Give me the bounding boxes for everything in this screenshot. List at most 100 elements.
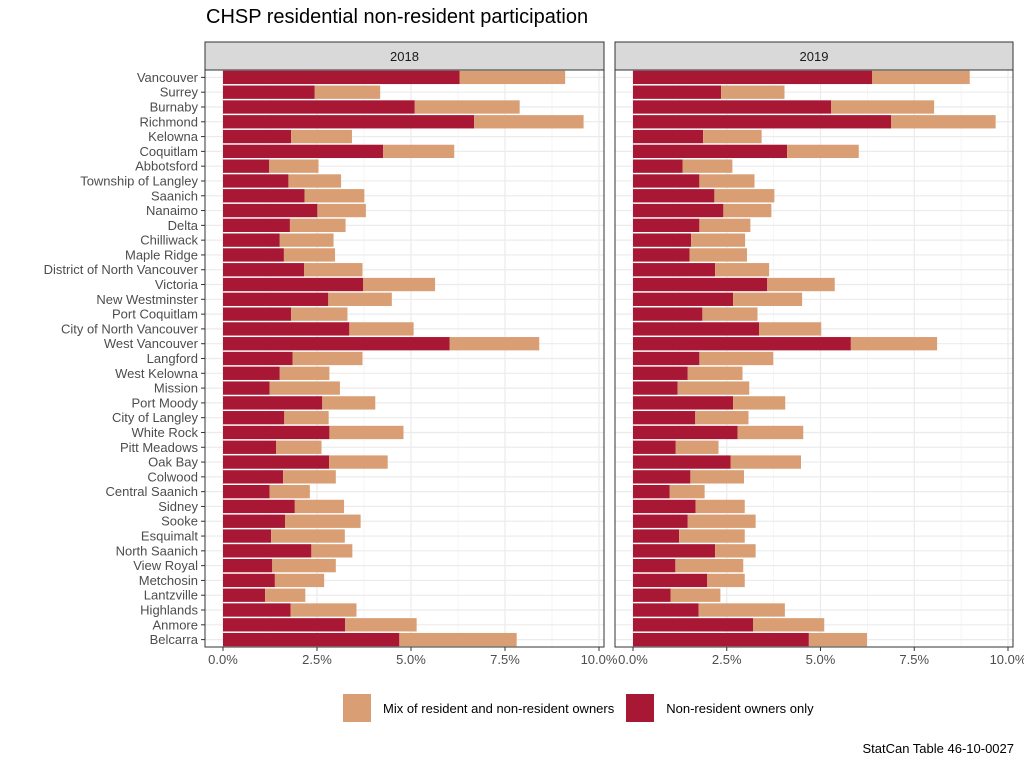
bar-mix-2019 (682, 159, 733, 173)
y-tick-label: White Rock (132, 425, 199, 440)
bar-mix-2018 (294, 499, 345, 514)
bar-mix-2019 (787, 144, 859, 159)
bar-nonresident-2018 (223, 618, 346, 632)
bar-nonresident-2019 (633, 603, 699, 617)
bar-mix-2018 (474, 115, 584, 129)
bar-nonresident-2019 (633, 544, 716, 558)
bar-nonresident-2018 (223, 351, 293, 366)
bar-mix-2018 (289, 218, 346, 233)
bar-nonresident-2019 (633, 129, 704, 144)
y-tick-label: Surrey (160, 85, 199, 100)
bar-mix-2018 (328, 292, 392, 306)
bar-nonresident-2018 (223, 588, 266, 602)
bar-mix-2018 (399, 632, 517, 647)
bar-mix-2018 (291, 129, 352, 144)
bar-mix-2018 (322, 396, 376, 410)
bar-nonresident-2019 (633, 218, 700, 233)
bar-mix-2018 (363, 277, 436, 292)
bar-nonresident-2019 (633, 573, 708, 588)
bar-nonresident-2018 (223, 455, 330, 469)
bar-mix-2018 (329, 455, 388, 469)
bar-nonresident-2018 (223, 573, 275, 588)
bar-nonresident-2019 (633, 307, 703, 321)
legend-label-nonres: Non-resident owners only (666, 700, 814, 716)
bar-nonresident-2019 (633, 174, 700, 188)
y-tick-label: Metchosin (139, 573, 198, 588)
bar-nonresident-2018 (223, 263, 305, 277)
bar-mix-2019 (733, 292, 803, 306)
bar-nonresident-2019 (633, 115, 891, 129)
bar-nonresident-2019 (633, 484, 670, 499)
bar-mix-2018 (329, 425, 404, 440)
y-tick-label: Oak Bay (148, 455, 198, 470)
y-tick-label: View Royal (133, 558, 198, 573)
y-tick-label: Abbotsford (135, 159, 198, 174)
bar-nonresident-2018 (223, 440, 277, 454)
bar-nonresident-2019 (633, 292, 734, 306)
y-tick-label: Saanich (151, 188, 198, 203)
bar-mix-2019 (690, 470, 744, 484)
bar-mix-2019 (702, 307, 758, 321)
y-tick-label: Sooke (161, 514, 198, 529)
bar-mix-2019 (872, 70, 970, 85)
bar-nonresident-2018 (223, 529, 272, 543)
y-tick-label: Anmore (152, 617, 198, 632)
y-tick-label: City of North Vancouver (61, 321, 199, 336)
bar-mix-2018 (349, 322, 414, 336)
bar-mix-2018 (279, 366, 330, 380)
bar-mix-2019 (687, 514, 756, 528)
bar-mix-2018 (265, 588, 306, 602)
bar-nonresident-2018 (223, 159, 270, 173)
y-tick-label: West Vancouver (104, 336, 199, 351)
x-tick-label: 7.5% (490, 652, 520, 667)
bar-nonresident-2018 (223, 425, 330, 440)
bar-mix-2019 (675, 440, 719, 454)
x-tick-label: 5.0% (396, 652, 426, 667)
bar-mix-2018 (269, 381, 340, 395)
bar-mix-2019 (831, 100, 935, 114)
bar-nonresident-2019 (633, 366, 688, 380)
bar-mix-2019 (753, 618, 825, 632)
facet-strip-2018 (204, 41, 605, 71)
y-tick-label: Mission (154, 381, 198, 396)
bar-nonresident-2019 (633, 440, 676, 454)
bar-nonresident-2019 (633, 233, 692, 247)
bar-mix-2019 (675, 558, 744, 573)
bar-mix-2018 (284, 411, 329, 425)
legend-swatch-nonres (626, 694, 655, 722)
y-tick-label: Port Coquitlam (112, 307, 198, 322)
y-tick-label: Belcarra (150, 632, 199, 647)
bar-nonresident-2019 (633, 499, 696, 514)
facet-label-2018: 2018 (390, 49, 419, 64)
bar-mix-2019 (699, 351, 774, 366)
bar-nonresident-2018 (223, 233, 280, 247)
bar-mix-2018 (283, 470, 336, 484)
bar-mix-2019 (695, 411, 749, 425)
bar-nonresident-2018 (223, 484, 270, 499)
bar-mix-2018 (449, 337, 540, 351)
bar-mix-2018 (285, 514, 361, 528)
bar-mix-2018 (459, 70, 566, 85)
bar-nonresident-2019 (633, 248, 690, 262)
bar-mix-2019 (714, 189, 775, 203)
bar-nonresident-2018 (223, 144, 384, 159)
bar-nonresident-2019 (633, 514, 688, 528)
bar-mix-2018 (383, 144, 455, 159)
x-tick-label: 0.0% (208, 652, 238, 667)
bar-mix-2018 (311, 544, 353, 558)
bar-mix-2018 (271, 529, 345, 543)
y-tick-label: Pitt Meadows (120, 440, 199, 455)
y-tick-label: Delta (168, 218, 199, 233)
bar-nonresident-2019 (633, 85, 722, 99)
y-tick-label: Burnaby (150, 99, 199, 114)
bar-nonresident-2019 (633, 144, 788, 159)
bar-mix-2019 (733, 396, 786, 410)
y-tick-label: Port Moody (132, 395, 199, 410)
bar-mix-2019 (707, 573, 745, 588)
y-tick-label: Kelowna (148, 129, 199, 144)
bar-mix-2019 (689, 248, 747, 262)
y-tick-label: Richmond (139, 114, 198, 129)
x-tick-label: 2.5% (712, 652, 742, 667)
bar-nonresident-2018 (223, 558, 273, 573)
